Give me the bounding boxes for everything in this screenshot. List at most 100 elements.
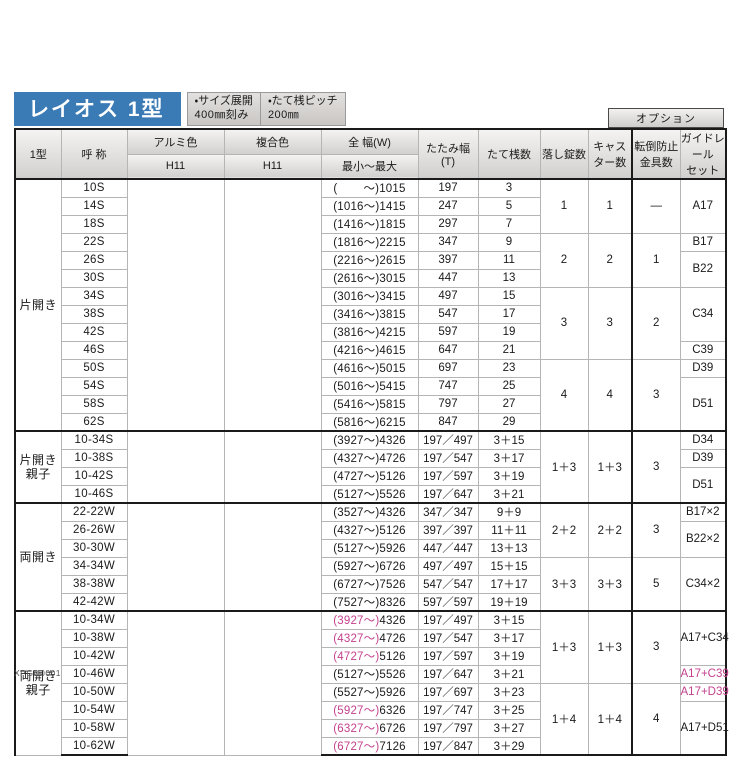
cell-fold-width: 197／647	[417, 484, 479, 504]
cell-vertical-count: 29	[477, 412, 541, 432]
cell-vertical-count: 13	[477, 268, 541, 288]
section-type-label: 片開き 親子	[14, 430, 62, 504]
cell-total-width-max: 4326	[379, 435, 406, 448]
cell-caster-count: 1＋3	[587, 430, 633, 504]
table-row: 両開き 親子 10-34W (3927～)4326 197／497 3＋15 1＋3 1＋3 3…	[14, 610, 729, 756]
cell-vertical-count: 11	[477, 250, 541, 270]
cell-total-width-min: (6327	[333, 723, 364, 735]
table-row: 38-38W (6727～)7526 547／547 17＋17	[15, 574, 726, 594]
cell-total-width-max: 2215	[379, 237, 406, 249]
cell-total-width-separator: ～)	[363, 471, 380, 483]
cell-total-width: (2616～)3015	[320, 268, 419, 288]
section-type-line2: 親子	[25, 683, 51, 698]
cell-vertical-count: 13＋13	[477, 538, 541, 558]
table-row: 42-42W (7527～)8326 597／597 19＋19	[15, 592, 726, 612]
cell-drop-lock-count: 2＋2	[539, 502, 589, 558]
cell-total-width-max: 2615	[379, 255, 406, 267]
cell-fold-width: 497	[417, 286, 479, 306]
cell-fold-width: 397	[417, 250, 479, 270]
cell-vertical-count: 17	[477, 304, 541, 324]
cell-total-width-min: (5127	[333, 488, 364, 501]
cell-total-width-max: 5126	[379, 471, 406, 483]
cell-fold-width: 447／447	[417, 538, 479, 558]
cell-model-name: 30-30W	[60, 538, 128, 558]
header-fold-width-line2: (T)	[440, 156, 456, 168]
cell-total-width: (～)1015	[320, 178, 419, 198]
cell-model-name: 10-46S	[60, 484, 128, 504]
cell-alumi-color	[126, 610, 225, 756]
cell-total-width-separator: ～)	[363, 345, 380, 357]
cell-guide-rail-set: A17	[679, 178, 727, 234]
cell-total-width-separator: ～)	[363, 381, 380, 393]
cell-total-width: (5927～)6326	[320, 700, 419, 720]
cell-antitip-count: 1	[631, 232, 681, 288]
cell-model-name: 10-38S	[60, 448, 128, 468]
cell-fold-width: 347／347	[417, 502, 479, 522]
table-row: 50S (4616～)5015 697 23 4 4 3 D39	[15, 358, 727, 432]
cell-guide-rail-set: B17	[679, 232, 727, 252]
cell-model-name: 10-58W	[60, 718, 128, 738]
cell-caster-count: 4	[587, 358, 633, 432]
cell-model-name: 10-42W	[60, 646, 128, 666]
cell-total-width-min: (3527	[333, 507, 364, 520]
cell-vertical-count: 9	[477, 232, 541, 252]
cell-model-name: 10-34W	[60, 610, 128, 630]
cell-total-width: (3816～)4215	[320, 322, 419, 342]
cell-total-width-max: 4726	[379, 633, 406, 645]
document-code: XPGN0001	[14, 668, 61, 678]
cell-model-name: 10-62W	[60, 736, 128, 756]
cell-total-width-max: 5526	[379, 669, 406, 681]
section-type-line2: 親子	[25, 467, 51, 481]
cell-total-width: (5816～)6215	[320, 412, 419, 432]
section-type-label: 両開き	[14, 502, 62, 612]
cell-fold-width: 347	[417, 232, 479, 252]
table-row: 62S (5816～)6215 847 29	[15, 412, 726, 432]
cell-total-width-separator: ～)	[363, 687, 380, 699]
cell-fold-width: 197／847	[417, 736, 479, 756]
cell-total-width-separator: ～)	[363, 219, 380, 231]
cell-total-width-separator: ～)	[363, 669, 380, 681]
cell-total-width-separator: ～)	[363, 579, 380, 591]
cell-vertical-count: 3＋15	[477, 610, 541, 630]
cell-model-name: 62S	[60, 412, 128, 432]
cell-antitip-count: 4	[631, 682, 681, 756]
cell-total-width: (4327～)4726	[320, 448, 419, 468]
cell-fold-width: 197／597	[417, 646, 479, 666]
cell-fold-width: 197／547	[417, 628, 479, 648]
cell-total-width-max: 7526	[379, 579, 406, 591]
cell-total-width-min: (3927	[333, 435, 364, 448]
section-type-label: 片開き	[14, 178, 62, 432]
cell-total-width: (1016～)1415	[320, 196, 419, 216]
cell-guide-rail-set: D39	[679, 448, 727, 468]
cell-model-name: 34-34W	[60, 556, 128, 576]
cell-vertical-count: 15	[477, 286, 541, 306]
table-row: 26-26W (4327～)5126 397／397 11＋11 B22×2	[15, 520, 727, 558]
table-row: 10-46W (5127～)5526 197／647 3＋21 A17+C39	[15, 664, 729, 684]
cell-total-width-separator: ～)	[363, 435, 380, 448]
cell-total-width-max: 4215	[379, 327, 406, 339]
table-row: 30S (2616～)3015 447 13	[15, 268, 726, 288]
cell-fold-width: 547	[417, 304, 479, 324]
table-row: 38S (3416～)3815 547 17	[15, 304, 726, 324]
cell-model-name: 22S	[60, 232, 128, 252]
cell-total-width: (4727～)5126	[320, 646, 419, 666]
cell-model-name: 14S	[60, 196, 128, 216]
cell-total-width-separator: ～)	[363, 273, 380, 285]
cell-total-width: (1416～)1815	[320, 214, 419, 234]
cell-fold-width: 847	[417, 412, 479, 432]
cell-antitip-count: 5	[631, 556, 681, 612]
cell-antitip-count: 2	[631, 286, 681, 360]
cell-guide-rail-set: A17+C34	[679, 610, 729, 666]
cell-total-width: (3927～)4326	[320, 610, 419, 630]
header-name: 呼 称	[60, 128, 128, 180]
cell-total-width-separator: ～)	[363, 327, 380, 339]
cell-vertical-count: 21	[477, 340, 541, 360]
cell-total-width-min: (1816	[333, 237, 364, 249]
option-group-header: オプション	[608, 108, 724, 128]
header-fold-width: たたみ幅 (T)	[417, 128, 479, 180]
cell-vertical-count: 3＋27	[477, 718, 541, 738]
cell-total-width: (5127～)5526	[320, 484, 419, 504]
table-row: 両開き 22-22W (3527～)4326 347／347 9＋9 2＋2 2＋2 3 B17…	[14, 502, 727, 612]
specification-table: 1型 呼 称 アルミ色 複合色 全 幅(W) たたみ幅 (T) たて桟数 落し錠…	[14, 128, 729, 756]
cell-fold-width: 197／697	[417, 682, 479, 702]
